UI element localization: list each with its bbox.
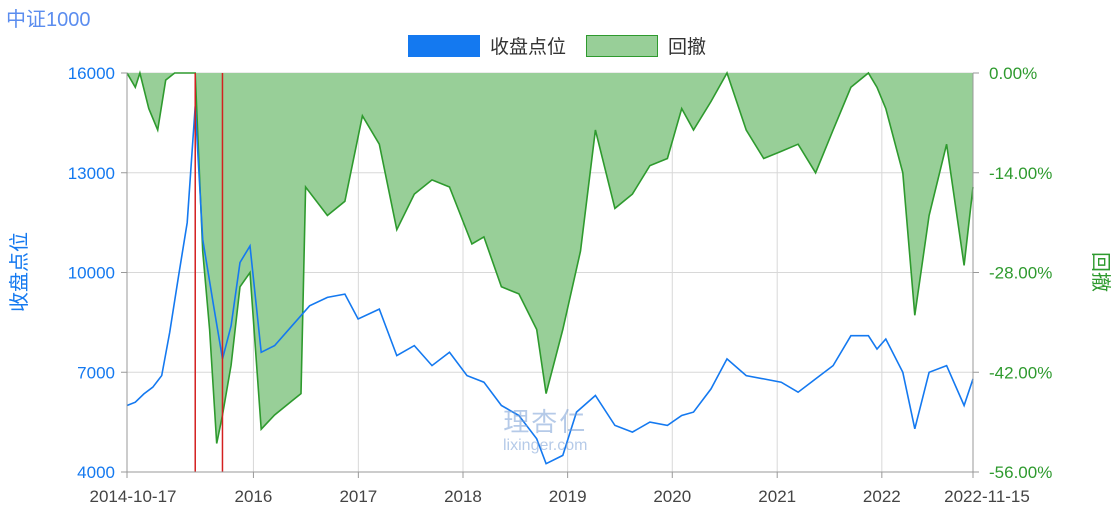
watermark-url: lixinger.com (503, 437, 588, 454)
legend-item-drawdown[interactable]: 回撤 (586, 32, 706, 59)
legend-item-close[interactable]: 收盘点位 (408, 32, 566, 59)
left-tick-label: 4000 (77, 463, 115, 482)
x-tick-label: 2018 (444, 487, 482, 506)
legend-label-drawdown: 回撤 (668, 37, 707, 58)
right-tick-label: -42.00% (989, 363, 1052, 382)
legend-label-close: 收盘点位 (490, 37, 567, 58)
drawdown-line (126, 70, 974, 444)
right-tick-label: 0.00% (989, 64, 1037, 83)
right-tick-label: -28.00% (989, 264, 1052, 283)
right-tick-label: -56.00% (989, 463, 1052, 482)
watermark: 理杏仁 lixinger.com (503, 402, 587, 455)
left-tick-label: 16000 (68, 64, 115, 83)
right-axis-title: 回撤 (1089, 252, 1112, 292)
left-axis-title: 收盘点位 (8, 232, 31, 312)
drawdown-area (127, 73, 973, 444)
legend: 收盘点位 回撤 (408, 32, 716, 59)
close-line (126, 106, 974, 465)
x-tick-label: 2020 (653, 487, 691, 506)
x-tick-label: 2022-11-15 (944, 487, 1030, 506)
x-tick-label: 2022 (863, 487, 901, 506)
legend-swatch-drawdown (586, 34, 659, 57)
chart-title: 中证1000 (6, 9, 91, 31)
watermark-logo: 理杏仁 (503, 407, 588, 437)
x-tick-label: 2021 (758, 487, 796, 506)
left-tick-label: 7000 (77, 363, 115, 382)
x-tick-label: 2019 (549, 487, 587, 506)
x-tick-label: 2017 (339, 487, 377, 506)
left-tick-label: 10000 (68, 264, 115, 283)
right-tick-label: -14.00% (989, 164, 1052, 183)
x-tick-label: 2016 (235, 487, 273, 506)
x-tick-label: 2014-10-17 (90, 487, 177, 506)
legend-swatch-close (408, 34, 480, 57)
left-tick-label: 13000 (68, 164, 115, 183)
